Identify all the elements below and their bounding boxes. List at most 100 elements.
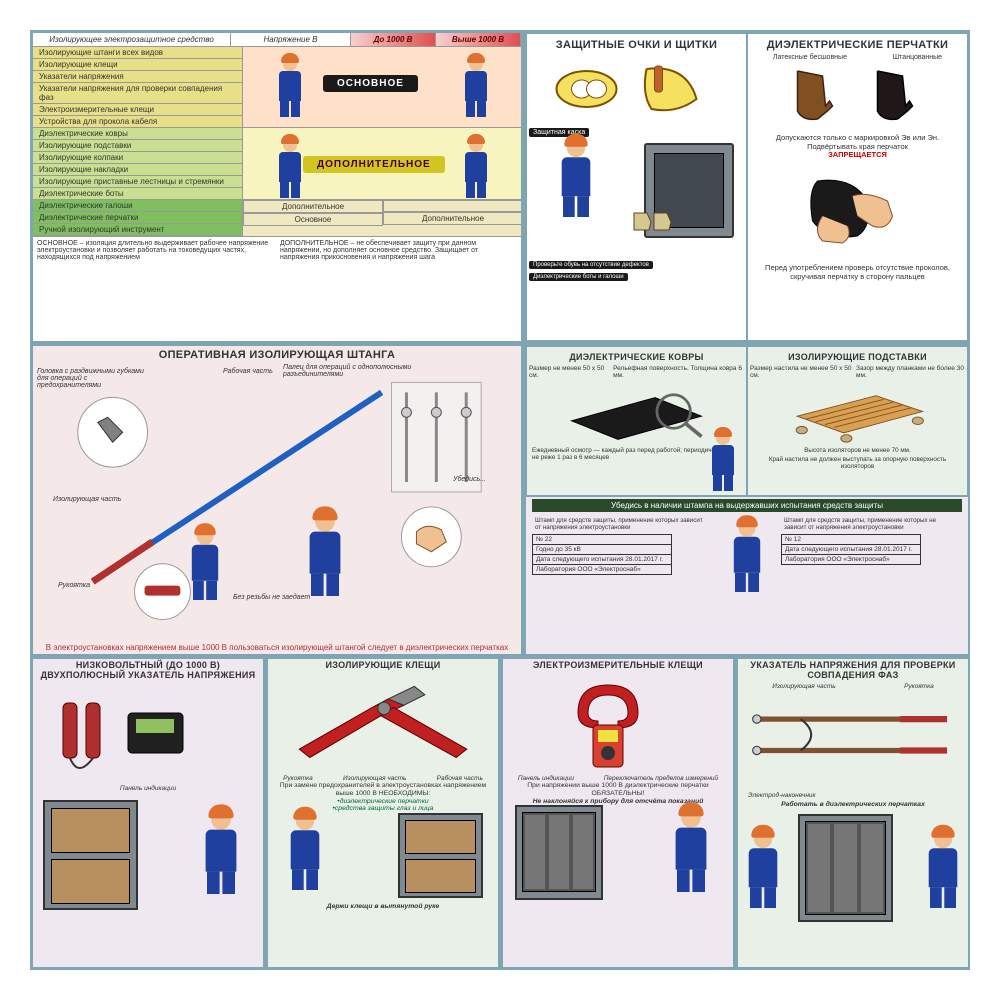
panel-voltage-tester: НИЗКОВОЛЬТНЫЙ (ДО 1000 В) ДВУХПОЛЮСНЫЙ У… — [32, 658, 264, 968]
stamp-table-2: № 12 Дата следующего испытания 28.01.201… — [781, 534, 921, 565]
boots-label: Диэлектрические боты и галоши — [529, 273, 628, 281]
title: ИЗОЛИРУЮЩИЕ КЛЕЩИ — [268, 659, 498, 673]
pliers-icon — [268, 673, 498, 773]
cabinet-icon — [515, 805, 603, 900]
rows-block-1: Изолирующие штанги всех видов Изолирующи… — [33, 47, 521, 128]
table-header: Изолирующее электрозащитное средство Нап… — [33, 33, 521, 47]
goggles-icon — [529, 54, 744, 124]
hdr-col2: Напряжение В — [231, 33, 351, 47]
row: Указатели напряжения для проверки совпад… — [33, 83, 243, 104]
t: Штамп для средств защиты, применение кот… — [781, 516, 962, 532]
row: Указатели напряжения — [33, 71, 243, 83]
t: Штамп для средств защиты, применение кот… — [532, 516, 713, 532]
mat-specs: Размер не менее 50 х 50 см. Рельефная по… — [529, 365, 744, 379]
names-add: Диэлектрические ковры Изолирующие подста… — [33, 128, 243, 200]
note1: При замене предохранителей в электроуста… — [268, 782, 498, 798]
rows-block-2: Диэлектрические ковры Изолирующие подста… — [33, 128, 521, 200]
shoes-label: Проверьте обувь на отсутствие дефектов — [529, 261, 653, 269]
note2: Держи клещи в вытянутой руке — [268, 903, 498, 911]
bottom-row: НИЗКОВОЛЬТНЫЙ (ДО 1000 В) ДВУХПОЛЮСНЫЙ У… — [32, 658, 969, 968]
stamp-right: Штамп для средств защиты, применение кот… — [781, 516, 962, 565]
worker-icon — [459, 138, 493, 198]
panel-insulating-pliers: ИЗОЛИРУЮЩИЕ КЛЕЩИ Рукоятка Изолирующая ч… — [267, 658, 499, 968]
def-main: ОСНОВНОЕ – изоляция длительно выдерживае… — [37, 240, 274, 261]
clamp-meter-icon — [503, 673, 733, 773]
t: Размер настила не менее 50 х 50 см. — [750, 365, 852, 379]
worker-scene — [529, 138, 744, 258]
lbl-handle: Рукоятка — [58, 582, 90, 589]
lbl-iso: Изолирующая часть — [53, 496, 121, 503]
labels: Изолирующая часть Рукоятка — [738, 683, 968, 690]
row: Диэлектрические ковры — [33, 128, 243, 140]
hdr-sub1: До 1000 В — [351, 33, 436, 47]
scene — [268, 813, 498, 903]
warn: ЗАПРЕЩАЕТСЯ — [828, 150, 887, 159]
rod-note: В электроустановках напряжением выше 100… — [37, 643, 517, 652]
gloves-icon — [750, 61, 965, 131]
glove-check-icon — [750, 161, 965, 261]
c: Дата следующего испытания 28.01.2017 г. — [782, 545, 921, 555]
lbl-head: Головка с раздвижными губками для операц… — [37, 368, 147, 389]
tester-icon — [33, 683, 263, 783]
sub-label: Основное — [243, 213, 383, 226]
lbl-panel: Панель индикации — [33, 785, 263, 792]
lbl-work: Рабочая часть — [223, 368, 273, 375]
title: ЭЛЕКТРОИЗМЕРИТЕЛЬНЫЕ КЛЕЩИ — [503, 659, 733, 673]
row: Устройства для прокола кабеля — [33, 116, 243, 128]
row: Изолирующие клещи — [33, 59, 243, 71]
row: Ручной изолирующий инструмент — [33, 224, 243, 236]
worker-icon — [273, 138, 307, 198]
title: ДИЭЛЕКТРИЧЕСКИЕ КОВРЫ — [529, 349, 744, 365]
row: Изолирующие колпаки — [33, 152, 243, 164]
title: НИЗКОВОЛЬТНЫЙ (ДО 1000 В) ДВУХПОЛЮСНЫЙ У… — [33, 659, 263, 683]
stamp-grid: Штамп для средств защиты, применение кот… — [532, 516, 962, 596]
worker-icon — [727, 520, 768, 592]
rod-diagram — [33, 362, 521, 622]
stand-l3: Высота изоляторов не менее 70 мм. — [750, 446, 965, 455]
t: средства защиты глаз и лица — [335, 805, 434, 812]
stamp-banner: Убедись в наличии штампа на выдержавших … — [532, 499, 962, 512]
lbl-check: Убедись... — [453, 476, 486, 483]
cabinet-icon — [398, 813, 483, 898]
definitions: ОСНОВНОЕ – изоляция длительно выдерживае… — [33, 236, 521, 264]
t: Рукоятка — [904, 683, 934, 690]
worker-icon — [921, 830, 965, 908]
worker-icon — [706, 431, 740, 491]
panel-ppe: ЗАЩИТНЫЕ ОЧКИ И ЩИТКИ Защитная каска — [525, 32, 969, 342]
stamp-left: Штамп для средств защиты, применение кот… — [532, 516, 713, 575]
row: Диэлектрические перчатки — [33, 212, 243, 224]
glove-note: Допускаются только с маркировкой Эв или … — [750, 133, 965, 161]
sublabels-right: Дополнительное — [383, 200, 522, 236]
worker-icon — [741, 830, 785, 908]
row: Электроизмерительные клещи — [33, 104, 243, 116]
c: Лаборатория ООО «Электроснаб» — [533, 565, 672, 575]
visual-add: ДОПОЛНИТЕЛЬНОЕ — [243, 128, 522, 200]
t: диэлектрические перчатки — [340, 798, 429, 805]
t: Рельефная поверхность. Толщина ковра 6 м… — [613, 365, 744, 379]
t: Рабочая часть — [437, 775, 483, 782]
scene — [503, 805, 733, 905]
stamp-block: Убедись в наличии штампа на выдержавших … — [526, 496, 968, 655]
def-add: ДОПОЛНИТЕЛЬНОЕ – не обеспечивает защиту … — [280, 240, 517, 261]
badge-add: ДОПОЛНИТЕЛЬНОЕ — [303, 156, 445, 173]
t: Рукоятка — [283, 775, 313, 782]
row: Изолирующие штанги всех видов — [33, 47, 243, 59]
gloves-block: ДИЭЛЕКТРИЧЕСКИЕ ПЕРЧАТКИ Латексные бесшо… — [747, 33, 968, 341]
note: Работать в диэлектрических перчатках — [738, 801, 968, 809]
c: Дата следующего испытания 28.01.2017 г. — [533, 555, 672, 565]
worker-icon — [301, 512, 349, 596]
t: Панель индикации — [518, 775, 574, 782]
boots-icon — [629, 208, 674, 238]
lbl-tip: Электрод-наконечник — [738, 792, 968, 799]
sub-label: Дополнительное — [383, 212, 522, 225]
title: ИЗОЛИРУЮЩИЕ ПОДСТАВКИ — [750, 349, 965, 365]
t: Изолирующая часть — [772, 683, 835, 690]
goggles-block: ЗАЩИТНЫЕ ОЧКИ И ЩИТКИ Защитная каска — [526, 33, 747, 341]
glove-check-text: Перед употреблением проверь отсутствие п… — [750, 263, 965, 282]
t: Переключатель пределов измерений — [604, 775, 718, 782]
panel-clamp-meter: ЭЛЕКТРОИЗМЕРИТЕЛЬНЫЕ КЛЕЩИ Панель индика… — [502, 658, 734, 968]
worker-icon — [554, 139, 598, 217]
scene — [33, 792, 263, 922]
worker-icon — [273, 57, 307, 117]
lbl-thread: Без резьбы не заедает — [233, 594, 310, 601]
